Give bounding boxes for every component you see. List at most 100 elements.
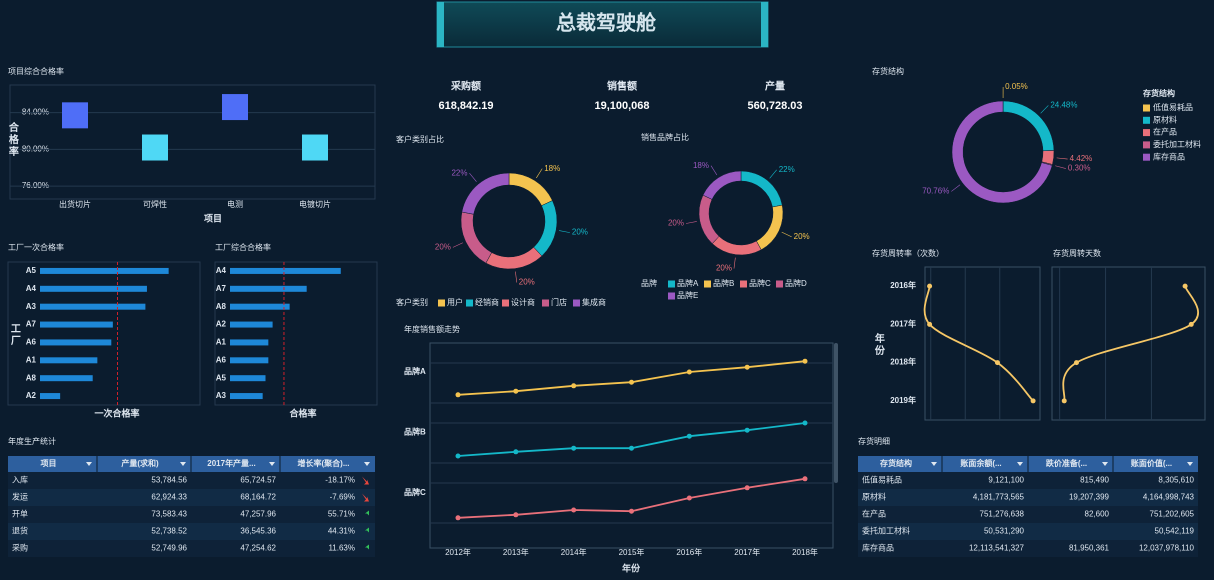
legend-entry: 库存商品: [1153, 151, 1185, 161]
point: [686, 433, 692, 439]
legend-entry: 集成商: [582, 297, 606, 307]
plot-frame: [214, 261, 378, 406]
table-title: 存货明细: [858, 436, 890, 446]
table-cell: 4,164,998,743: [1143, 493, 1195, 502]
kpi-value: 618,842.19: [438, 100, 493, 112]
point: [744, 485, 750, 491]
chart-title: 销售品牌占比: [641, 132, 689, 142]
table-cell: 发运: [12, 492, 28, 502]
chart-title: 存货结构: [872, 66, 904, 76]
label-leader: [469, 173, 477, 182]
marker: [302, 134, 328, 161]
table-cell: 44.31%: [328, 527, 355, 536]
sort-icon: [269, 462, 275, 466]
table-cell: 751,202,605: [1150, 510, 1195, 519]
bar: [40, 321, 113, 328]
bar: [230, 393, 263, 400]
table-cell: 52,749.96: [151, 544, 187, 553]
column-header: 2017年产量...: [207, 458, 255, 468]
data-label: 22%: [779, 165, 795, 174]
column-header: 账面余额(...: [959, 458, 1001, 468]
legend-title: 客户类别: [396, 297, 428, 307]
table-row: [858, 472, 1198, 489]
page-title: 总裁驾驶舱: [556, 10, 657, 34]
point: [1073, 360, 1079, 366]
label-leader: [769, 169, 777, 179]
legend-entry: 设计商: [511, 297, 535, 307]
donut-segment: [461, 172, 510, 215]
column-header: 产量(求和): [121, 458, 159, 468]
y-tick-label: A2: [216, 320, 227, 329]
label-leader: [733, 257, 736, 269]
column-header: 存货结构: [879, 458, 912, 468]
table-cell: 815,490: [1080, 476, 1109, 485]
table-row: [858, 540, 1198, 557]
legend-swatch: [776, 280, 783, 288]
point: [686, 495, 692, 501]
table-cell: 81,950,361: [1069, 544, 1110, 553]
marker: [62, 102, 88, 129]
label-leader: [951, 184, 961, 192]
table-cell: 73,583.43: [151, 510, 187, 519]
data-label: 0.30%: [1068, 164, 1091, 173]
point: [1030, 398, 1036, 404]
series-label: 品牌C: [404, 487, 426, 497]
y-tick-label: A3: [26, 302, 37, 311]
data-label: 18%: [544, 164, 560, 173]
x-axis-label: 合格率: [289, 407, 316, 418]
y-tick-label: 2019年: [890, 395, 916, 405]
bar: [230, 357, 269, 364]
label-leader: [1055, 165, 1066, 169]
legend-entry: 品牌E: [677, 290, 698, 300]
point: [513, 449, 519, 455]
column-header: 增长率(聚合)...: [298, 458, 350, 468]
column-header: 跌价准备(...: [1046, 458, 1087, 468]
table-cell: 开单: [12, 509, 28, 519]
data-label: 70.76%: [922, 187, 949, 196]
table-row: [8, 540, 375, 557]
legend-entry: 用户: [447, 297, 463, 307]
point: [513, 512, 519, 518]
x-tick-label: 2016年: [676, 547, 702, 557]
label-leader: [1056, 157, 1068, 160]
label-leader: [559, 230, 570, 233]
point: [1061, 398, 1067, 404]
y-tick-label: A6: [216, 355, 227, 364]
table-row: [858, 523, 1198, 540]
data-label: 20%: [572, 228, 588, 237]
legend-swatch: [438, 299, 445, 307]
point: [994, 360, 1000, 366]
table-cell: 50,542,119: [1155, 527, 1195, 536]
x-tick-label: 2013年: [503, 547, 529, 557]
data-label: 20%: [668, 219, 684, 228]
header-edge: [761, 2, 768, 47]
bar: [230, 321, 273, 328]
x-tick-label: 电测: [227, 199, 243, 209]
series-label: 品牌B: [404, 427, 426, 437]
table-cell: 55.71%: [328, 510, 355, 519]
label-leader: [710, 165, 718, 176]
point: [455, 515, 461, 521]
trend-icon: [362, 527, 369, 536]
legend-entry: 低值易耗品: [1153, 102, 1193, 112]
data-label: 18%: [693, 161, 709, 170]
chart-title: 工厂一次合格率: [8, 242, 64, 252]
data-label: 4.42%: [1070, 154, 1093, 163]
point: [744, 364, 750, 370]
point: [513, 388, 519, 394]
point: [802, 420, 808, 426]
data-label: 22%: [451, 168, 467, 177]
y-tick-label: A2: [26, 391, 37, 400]
table-cell: 采购: [12, 543, 28, 553]
y-tick-label: A7: [216, 284, 227, 293]
bar: [40, 339, 112, 346]
y-tick-label: A3: [216, 391, 227, 400]
legend-entry: 委托加工材料: [1153, 139, 1201, 149]
scrollbar: [834, 343, 838, 483]
table-cell: 68,164.72: [240, 493, 276, 502]
legend-swatch: [1143, 141, 1150, 149]
table-cell: 65,724.57: [240, 476, 276, 485]
x-axis-label: 年份: [622, 562, 641, 573]
point: [571, 383, 577, 389]
